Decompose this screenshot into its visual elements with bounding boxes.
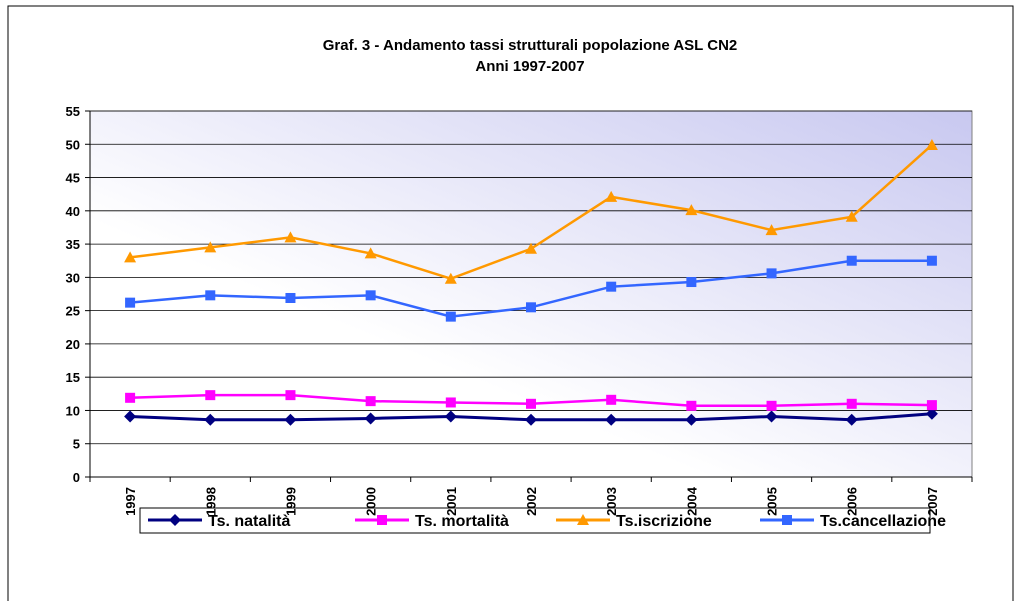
data-point [525,413,537,426]
x-tick-label: 1998 [203,487,218,516]
data-point [925,138,938,150]
data-point [125,297,136,308]
data-point [605,190,618,202]
y-tick-label: 10 [66,403,80,418]
x-tick-label: 2000 [364,487,379,516]
data-point [365,396,376,407]
chart-title: Graf. 3 - Andamento tassi strutturali po… [323,37,738,54]
x-tick-label: 2001 [444,487,459,516]
data-point [445,311,456,322]
legend-marker [782,515,792,525]
chart-border [7,5,1014,601]
x-tick-label: 1999 [283,487,298,516]
data-point [205,390,216,401]
y-tick-label: 5 [73,437,80,452]
y-tick-label: 0 [73,470,80,485]
data-point [606,281,617,292]
x-tick-label: 1997 [123,487,138,516]
y-tick-label: 50 [66,137,80,152]
y-tick-label: 15 [66,370,80,385]
y-tick-label: 30 [66,270,80,285]
x-tick-label: 2002 [524,487,539,516]
data-point [525,242,537,254]
data-point [284,231,297,243]
y-tick-label: 40 [66,204,80,219]
data-point [204,241,217,253]
legend-label: Ts. natalità [208,513,290,530]
x-tick-label: 2005 [765,487,780,516]
data-point [765,224,778,236]
data-point [925,407,938,420]
data-point [124,251,137,263]
x-tick-label: 2006 [845,487,860,516]
data-point [686,400,697,411]
y-tick-label: 25 [66,304,80,319]
data-point [606,394,617,405]
data-point [284,413,297,426]
x-tick-label: 2003 [604,487,619,516]
data-point [845,413,858,426]
legend-label: Ts.cancellazione [820,513,946,530]
y-tick-label: 45 [66,171,80,186]
data-point [846,398,857,409]
data-point [444,272,457,284]
data-point [765,410,778,423]
data-point [205,290,216,301]
y-tick-label: 20 [66,337,80,352]
legend-label: Ts. mortalità [415,513,509,530]
data-point [926,255,937,266]
data-point [364,247,377,259]
data-point [526,398,536,409]
data-point [766,268,777,279]
x-tick-label: 2007 [925,487,940,516]
data-point [845,210,858,222]
data-point [125,392,136,403]
data-point [365,290,376,301]
data-point [846,255,857,266]
data-point [285,292,296,303]
legend-marker [577,514,589,525]
data-point [204,413,217,426]
data-point [364,412,377,425]
y-tick-label: 55 [66,104,80,119]
legend-label: Ts.iscrizione [616,513,712,530]
data-point [685,413,698,426]
data-point [686,277,697,288]
legend-marker [377,515,387,525]
chart-subtitle: Anni 1997-2007 [475,58,584,75]
data-point [926,400,937,411]
data-point [444,410,457,423]
data-point [685,204,698,216]
data-point [445,397,456,408]
x-tick-label: 2004 [684,486,699,516]
y-tick-label: 35 [66,237,80,252]
data-point [124,410,137,423]
data-point [605,413,618,426]
legend-marker [169,514,181,526]
data-point [285,390,296,401]
data-point [766,400,777,411]
data-point [526,302,536,313]
